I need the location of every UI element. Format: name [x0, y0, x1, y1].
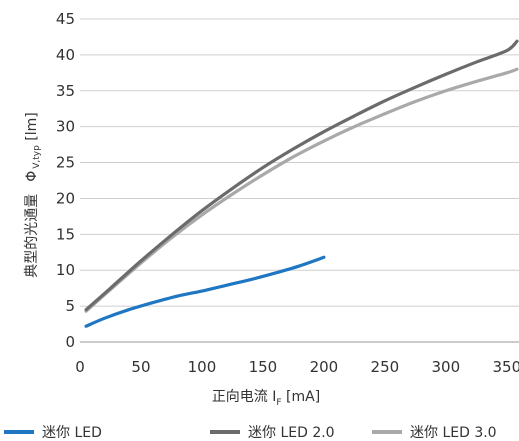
- x-axis-title-unit: [mA]: [282, 389, 321, 405]
- x-axis-title-main: 正向电流 I: [212, 389, 277, 405]
- series-line-2: [84, 39, 519, 312]
- y-tick-label: 40: [56, 46, 75, 64]
- y-tick-label: 35: [56, 82, 75, 100]
- series-line-1: [84, 255, 326, 328]
- y-axis-title-sub: V,typ: [32, 145, 42, 169]
- series-lines: [84, 39, 519, 328]
- grid-lines: [80, 18, 519, 343]
- y-axis-title: 典型的光通量 Φ V,typ [lm]: [24, 112, 42, 278]
- y-tick-label: 15: [56, 225, 75, 243]
- x-tick-labels: 0 50 100 150 200 250 300 350: [75, 358, 519, 376]
- x-tick-label: 200: [310, 358, 339, 376]
- y-tick-labels: 0 5 10 15 20 25 30 35 40 45: [56, 10, 75, 351]
- y-tick-label: 45: [56, 10, 75, 28]
- x-tick-label: 150: [249, 358, 278, 376]
- y-tick-label: 30: [56, 118, 75, 136]
- x-axis-title: 正向电流 IF [mA]: [212, 389, 320, 408]
- x-tick-label: 0: [75, 358, 85, 376]
- x-tick-label: 50: [131, 358, 150, 376]
- y-axis-title-symbol: Φ: [24, 171, 40, 182]
- legend-label-3: 迷你 LED 3.0: [410, 425, 497, 441]
- x-tick-label: 300: [432, 358, 461, 376]
- y-axis-title-unit: [lm]: [24, 112, 40, 145]
- legend: 迷你 LED 迷你 LED 2.0 迷你 LED 3.0: [4, 425, 497, 441]
- y-tick-label: 5: [65, 297, 75, 315]
- series-line-3: [84, 67, 519, 313]
- y-axis-title-prefix: 典型的光通量: [24, 194, 40, 278]
- x-tick-label: 350: [492, 358, 519, 376]
- x-axis-title-sub: F: [276, 398, 281, 408]
- legend-label-2: 迷你 LED 2.0: [248, 425, 335, 441]
- y-tick-label: 0: [65, 333, 75, 351]
- y-tick-label: 10: [56, 261, 75, 279]
- x-tick-label: 100: [188, 358, 217, 376]
- y-tick-label: 20: [56, 189, 75, 207]
- x-tick-label: 250: [371, 358, 400, 376]
- legend-label-1: 迷你 LED: [42, 425, 102, 441]
- y-tick-label: 25: [56, 154, 75, 172]
